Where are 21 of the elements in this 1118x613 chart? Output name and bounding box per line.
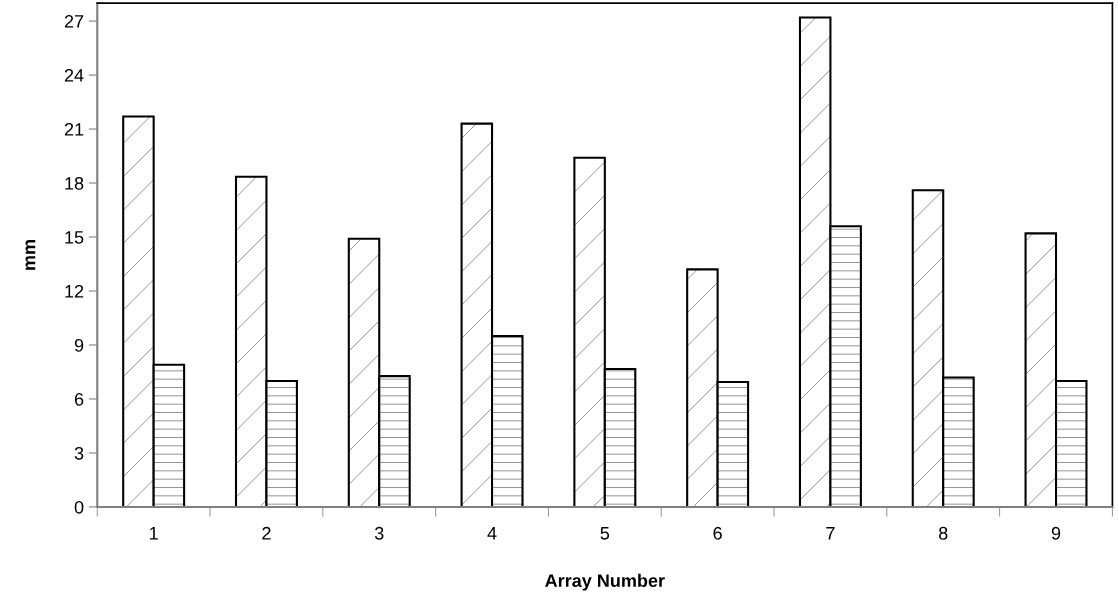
x-tick-label: 6 [713,526,722,540]
x-tick-label: 2 [262,526,271,540]
y-tick-label: 24 [64,68,84,82]
x-axis-title: Array Number [545,573,665,591]
y-tick-label: 12 [65,284,84,298]
y-tick-label: 6 [74,392,84,406]
x-tick-label: 1 [150,527,158,540]
x-tick-label: 5 [600,527,610,540]
x-tick-label: 7 [826,527,835,540]
x-tick-label: 9 [1051,526,1061,540]
x-tick-label: 8 [938,526,948,540]
y-tick-label: 21 [64,122,84,136]
y-tick-label: 3 [74,446,84,460]
x-tick-label: 3 [374,526,384,540]
y-tick-label: 27 [64,15,84,28]
y-tick-label: 9 [74,338,84,352]
y-tick-label: 15 [65,231,84,244]
y-tick-label: 18 [65,176,84,190]
y-tick-label: 0 [74,500,84,514]
y-axis-title: mm [25,240,36,270]
x-tick-label: 4 [487,527,497,540]
